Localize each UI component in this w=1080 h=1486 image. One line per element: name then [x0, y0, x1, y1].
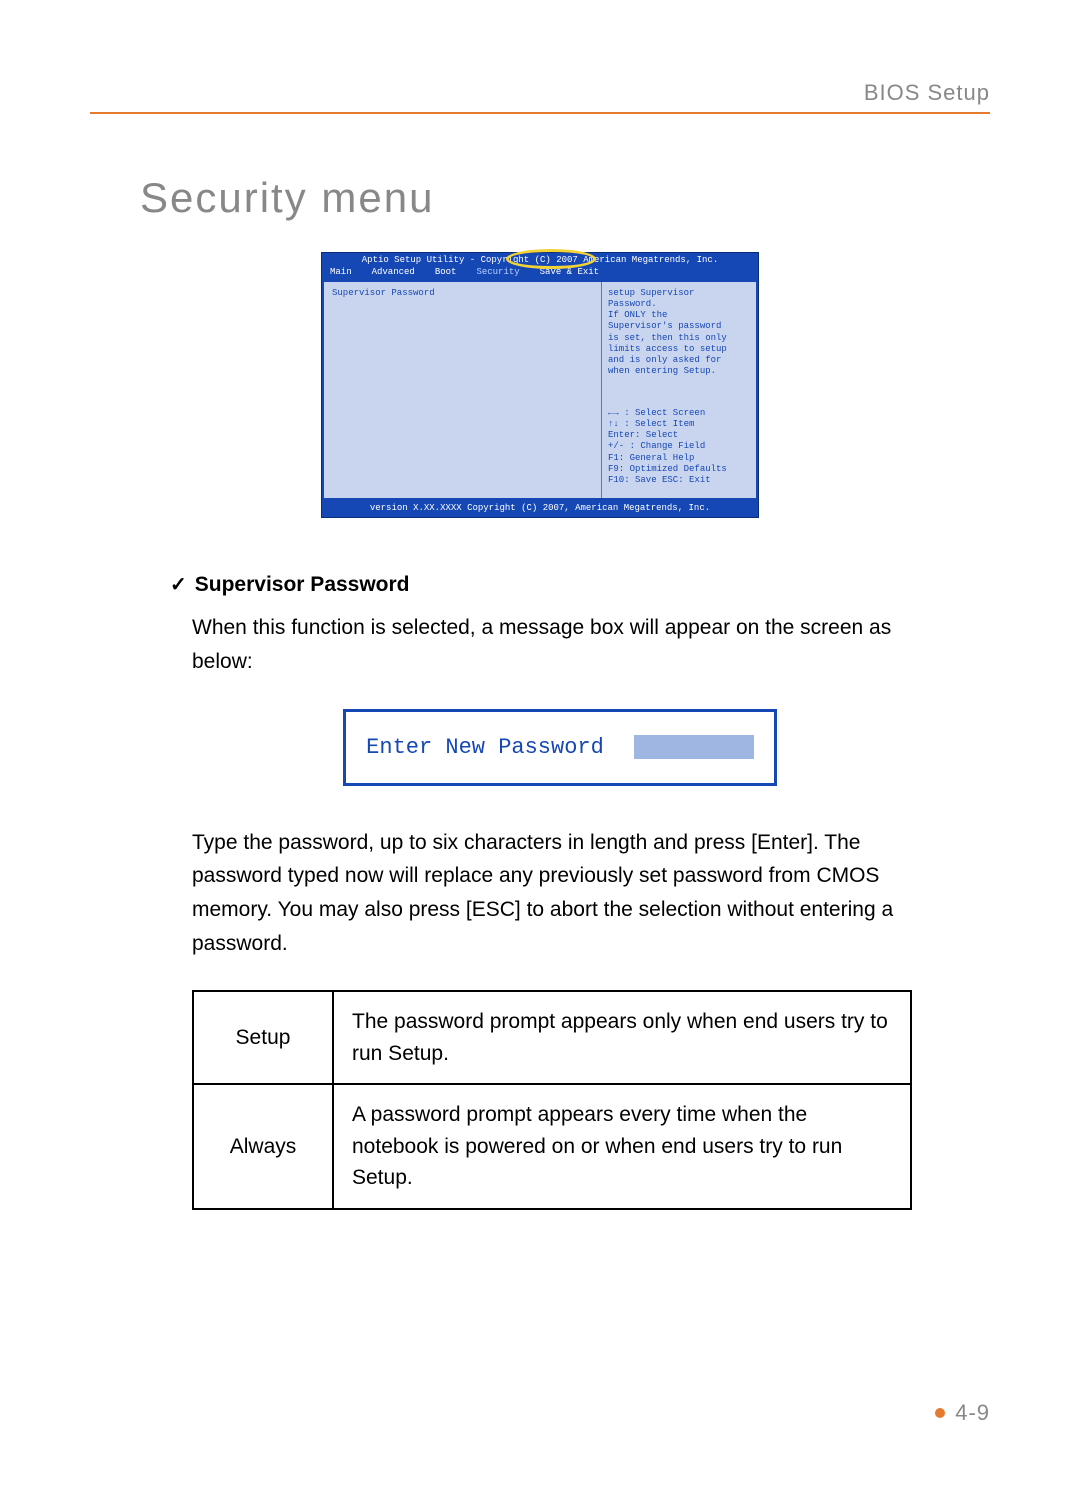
- bullet-icon: [935, 1408, 945, 1418]
- paragraph-2: Type the password, up to six characters …: [192, 826, 950, 960]
- table-cell-desc: The password prompt appears only when en…: [333, 991, 911, 1084]
- table-row: Setup The password prompt appears only w…: [193, 991, 911, 1084]
- bios-tabs: Main Advanced Boot Security Save & Exit: [322, 266, 758, 281]
- table-cell-key: Always: [193, 1084, 333, 1209]
- bios-nav-line: F9: Optimized Defaults: [608, 464, 750, 475]
- check-heading-text: Supervisor Password: [195, 568, 410, 602]
- bios-nav-line: +/- : Change Field: [608, 441, 750, 452]
- bios-title-bar: Aptio Setup Utility - Copyright (C) 2007…: [322, 253, 758, 266]
- password-prompt-label: Enter New Password: [366, 730, 604, 765]
- bios-tab-saveexit: Save & Exit: [540, 267, 599, 278]
- password-prompt-field: [634, 735, 754, 759]
- table-cell-key: Setup: [193, 991, 333, 1084]
- page-footer: 4-9: [935, 1400, 990, 1426]
- bios-tab-advanced: Advanced: [372, 267, 415, 278]
- bios-nav-line: Enter: Select: [608, 430, 750, 441]
- bios-help-line: and is only asked for: [608, 355, 750, 366]
- bios-help-line: Password.: [608, 299, 750, 310]
- bios-nav-line: ←→ : Select Screen: [608, 408, 750, 419]
- check-icon: ✓: [170, 569, 187, 601]
- header-rule: [90, 112, 990, 114]
- bios-left-pane: Supervisor Password: [324, 282, 601, 498]
- page-number: 4-9: [955, 1400, 990, 1426]
- bios-body: Supervisor Password setup Supervisor Pas…: [324, 282, 756, 498]
- bios-help-line: setup Supervisor: [608, 288, 750, 299]
- bios-screenshot: Aptio Setup Utility - Copyright (C) 2007…: [321, 252, 759, 518]
- bios-help-line: If ONLY the: [608, 310, 750, 321]
- header-label: BIOS Setup: [90, 80, 990, 106]
- bios-help-line: is set, then this only: [608, 333, 750, 344]
- bios-tab-main: Main: [330, 267, 352, 278]
- bios-tab-boot: Boot: [435, 267, 457, 278]
- password-prompt-box: Enter New Password: [343, 709, 777, 786]
- table-row: Always A password prompt appears every t…: [193, 1084, 911, 1209]
- bios-help-line: when entering Setup.: [608, 366, 750, 377]
- bios-nav-line: F1: General Help: [608, 453, 750, 464]
- bios-footer: version X.XX.XXXX Copyright (C) 2007, Am…: [322, 500, 758, 517]
- section-title: Security menu: [140, 174, 990, 222]
- bios-help-line: Supervisor's password: [608, 321, 750, 332]
- bios-item-supervisor-password: Supervisor Password: [332, 288, 593, 299]
- bios-tab-security: Security: [476, 267, 519, 278]
- table-cell-desc: A password prompt appears every time whe…: [333, 1084, 911, 1209]
- check-heading: ✓ Supervisor Password: [170, 568, 950, 602]
- bios-nav-help: ←→ : Select Screen ↑↓ : Select Item Ente…: [608, 408, 750, 487]
- bios-right-pane: setup Supervisor Password. If ONLY the S…: [601, 282, 756, 498]
- bios-nav-line: F10: Save ESC: Exit: [608, 475, 750, 486]
- bios-nav-line: ↑↓ : Select Item: [608, 419, 750, 430]
- bios-help-text: setup Supervisor Password. If ONLY the S…: [608, 288, 750, 378]
- bios-help-line: limits access to setup: [608, 344, 750, 355]
- paragraph-1: When this function is selected, a messag…: [192, 611, 950, 678]
- options-table: Setup The password prompt appears only w…: [192, 990, 912, 1210]
